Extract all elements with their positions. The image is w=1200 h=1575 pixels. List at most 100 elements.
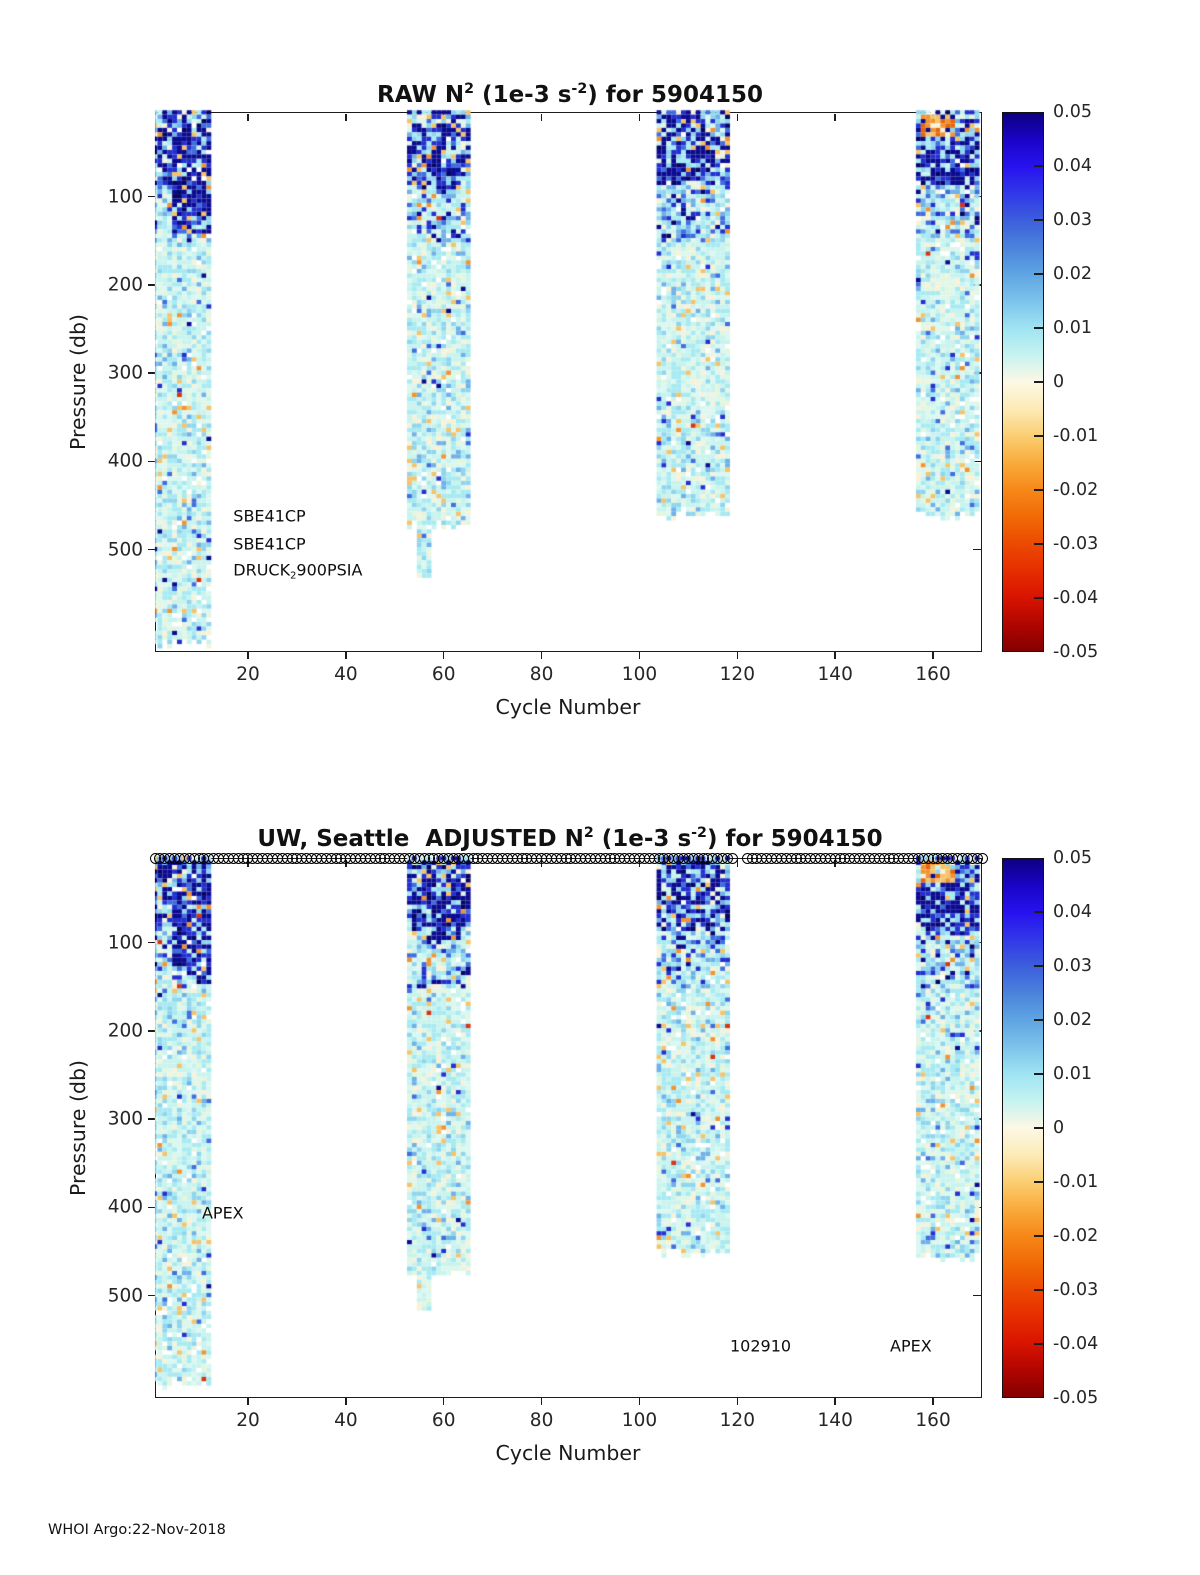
title-segment: 2 [464, 81, 475, 98]
axis-tick-top [247, 113, 249, 121]
axis-tick-left [148, 1206, 155, 1209]
axis-tick-top [345, 113, 347, 121]
colorbar-tick-label: 0 [1053, 1118, 1065, 1138]
colorbar-tick [1033, 273, 1043, 275]
colorbar-tick-label: 0.03 [1053, 210, 1092, 230]
axis-tick-right [972, 460, 981, 463]
axis-tick-top [442, 113, 445, 121]
title-segment: APEX [890, 1336, 932, 1356]
x-tick-label: 60 [431, 1410, 456, 1431]
axis-tick-left [148, 548, 155, 551]
colorbar-tick [1033, 1343, 1043, 1345]
colorbar-tick-label: -0.03 [1053, 534, 1099, 554]
annotation: SBE41CP [233, 535, 305, 554]
axis-tick-bottom [247, 1398, 249, 1405]
colorbar-tick-label: -0.01 [1053, 426, 1099, 446]
y-tick-label: 100 [107, 186, 143, 208]
title-segment: 2 [290, 570, 297, 582]
title-segment: (1e-3 s [474, 82, 572, 108]
colorbar-tick-label: -0.04 [1053, 1334, 1099, 1354]
colorbar-tick [1033, 597, 1043, 599]
x-tick-label: 160 [915, 664, 951, 685]
plot-area [155, 858, 982, 1398]
colorbar-tick-label: -0.03 [1053, 1280, 1099, 1300]
axis-tick-top [638, 113, 641, 121]
axis-tick-top [736, 113, 739, 121]
axis-tick-bottom [834, 1398, 836, 1405]
y-tick-label: 400 [107, 450, 143, 472]
axis-tick-left [148, 1118, 155, 1120]
axis-tick-right [972, 548, 981, 551]
axis-tick-right [972, 284, 981, 286]
colorbar-tick [1033, 489, 1043, 491]
axis-tick-bottom [834, 652, 836, 659]
panel-title-adjusted: UW, Seattle ADJUSTED N2 (1e-3 s-2) for 5… [257, 825, 883, 852]
x-tick-label: 80 [529, 664, 554, 685]
colorbar-tick [1033, 911, 1043, 913]
title-segment: SBE41CP [233, 534, 306, 554]
axis-tick-right [972, 195, 981, 198]
colorbar-tick-label: -0.01 [1053, 1172, 1099, 1192]
colorbar-tick [1033, 1073, 1043, 1075]
axis-tick-left [148, 284, 155, 286]
y-tick-label: 200 [107, 274, 143, 296]
axis-tick-left [148, 460, 155, 463]
title-segment: (1e-3 s [593, 826, 692, 852]
annotation: SBE41CP [233, 507, 305, 526]
y-tick-label: 300 [107, 1108, 143, 1130]
cycle-marker-circle [726, 852, 738, 864]
title-segment: -2 [571, 81, 588, 98]
colorbar-tick-label: 0.01 [1053, 318, 1092, 338]
axis-tick-bottom [736, 1398, 739, 1405]
title-segment: RAW N [377, 82, 465, 108]
cycle-marker-circle [976, 852, 988, 864]
x-tick-label: 100 [621, 664, 658, 685]
axis-tick-bottom [540, 652, 543, 659]
x-tick-label: 20 [236, 664, 260, 685]
colorbar-tick [1033, 1289, 1043, 1291]
axis-tick-right [972, 941, 981, 944]
colorbar-tick [1033, 1235, 1043, 1237]
axis-tick-left [148, 1294, 155, 1297]
colorbar-tick [1033, 1181, 1043, 1183]
y-tick-label: 400 [107, 1196, 143, 1218]
x-axis-label-raw: Cycle Number [495, 695, 641, 719]
title-segment: 900PSIA [296, 560, 363, 580]
colorbar-tick-label: 0.01 [1053, 1064, 1092, 1084]
colorbar-tick [1033, 543, 1043, 545]
axis-tick-bottom [932, 652, 934, 659]
colorbar-tick [1033, 327, 1043, 329]
axis-tick-left [148, 941, 155, 944]
colorbar-tick-label: -0.05 [1053, 642, 1099, 662]
colorbar-tick-label: -0.05 [1053, 1388, 1099, 1408]
colorbar-tick-label: 0.04 [1053, 156, 1092, 176]
y-tick-label: 500 [107, 1285, 143, 1307]
title-segment: SBE41CP [233, 506, 306, 526]
colorbar-tick-label: 0.05 [1053, 102, 1092, 122]
axis-tick-right [972, 1118, 981, 1120]
x-tick-label: 140 [817, 664, 853, 685]
axis-tick-bottom [638, 1398, 641, 1405]
axis-tick-bottom [442, 1398, 445, 1405]
colorbar-tick-label: 0.05 [1053, 848, 1092, 868]
axis-tick-right [972, 1206, 981, 1209]
footer-credit: WHOI Argo:22-Nov-2018 [48, 1522, 226, 1538]
x-tick-label: 40 [334, 664, 358, 685]
colorbar-tick-label: 0.02 [1053, 1010, 1092, 1030]
x-axis-label-adjusted: Cycle Number [495, 1441, 641, 1465]
x-tick-label: 160 [915, 1410, 951, 1431]
annotation: APEX [202, 1203, 244, 1222]
annotation: APEX [890, 1336, 932, 1355]
y-tick-label: 300 [107, 362, 143, 384]
y-tick-label: 100 [107, 932, 143, 954]
panel-title-raw: RAW N2 (1e-3 s-2) for 5904150 [377, 81, 763, 108]
colorbar-tick-label: -0.02 [1053, 1226, 1099, 1246]
colorbar-tick [1033, 435, 1043, 437]
x-tick-label: 100 [621, 1410, 658, 1431]
title-segment: APEX [201, 1203, 244, 1223]
x-tick-label: 60 [431, 664, 456, 685]
axis-tick-bottom [638, 652, 641, 659]
colorbar-tick [1033, 381, 1043, 383]
title-segment: ) for 5904150 [706, 826, 883, 852]
axis-tick-left [148, 1030, 155, 1032]
